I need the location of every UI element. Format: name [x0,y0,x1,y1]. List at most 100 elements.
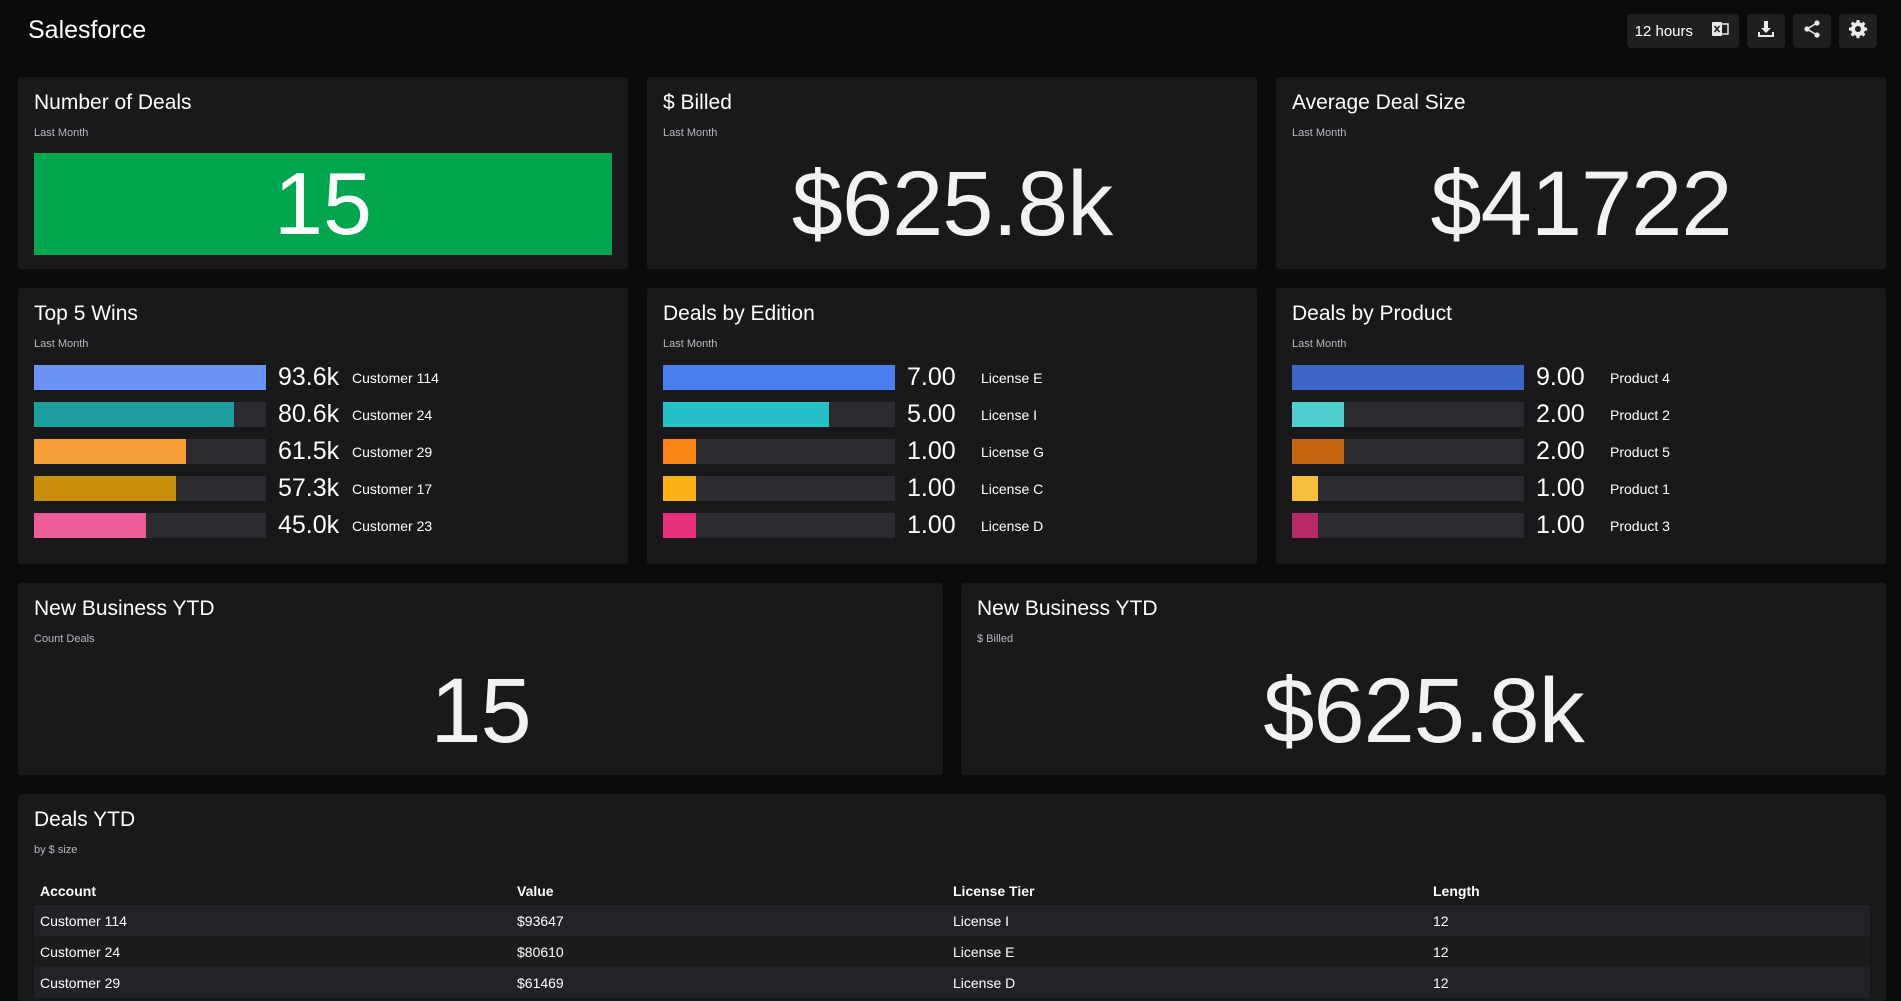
column-header-account[interactable]: Account [40,882,96,899]
panel-title: Deals YTD [34,808,136,831]
bar-track [1292,476,1524,501]
table-row[interactable]: Customer 114 $93647 License I 12 [34,905,1870,936]
bar-label: License G [981,443,1045,460]
panel-subtitle: Last Month [34,127,89,139]
bar-track [34,476,266,501]
cell-length: 12 [1427,967,1870,998]
ytd-count-value: 15 [430,660,531,762]
bar-fill [34,439,187,464]
share-icon [1802,19,1822,43]
panel-title: Top 5 Wins [34,302,138,325]
column-header-length[interactable]: Length [1433,882,1480,899]
panel-title: New Business YTD [34,597,215,620]
bar-label: License C [981,480,1044,497]
bar-list: 9.00 Product 4 2.00 Product 2 2.00 Product 5 1… [1292,363,1870,550]
bar-value: 1.00 [1536,474,1585,502]
bar-track [34,402,266,427]
column-header-value[interactable]: Value [517,882,554,899]
panel-subtitle: Last Month [1292,338,1347,350]
cell-account: Customer 24 [34,936,511,967]
settings-button[interactable] [1839,14,1877,48]
bar-label: Customer 23 [352,517,433,534]
bar-row: 7.00 License E [663,363,1241,391]
deals-by-edition-panel: Deals by Edition Last Month 7.00 License … [647,288,1257,564]
bar-label: Customer 17 [352,480,433,497]
bar-fill [663,439,697,464]
bar-value: 1.00 [907,511,956,539]
bar-value: 45.0k [278,511,340,539]
download-button[interactable] [1747,14,1785,48]
bar-label: License E [981,369,1043,386]
bar-track [34,513,266,538]
table-row[interactable]: Customer 24 $80610 License E 12 [34,936,1870,967]
bar-row: 9.00 Product 4 [1292,363,1870,391]
number-of-deals-panel: Number of Deals Last Month 15 [18,77,628,269]
bar-label: Product 5 [1610,443,1670,460]
bar-fill [34,402,234,427]
bar-row: 45.0k Customer 23 [34,511,612,539]
panel-title: $ Billed [663,91,732,114]
average-deal-value: $41722 [1430,153,1733,255]
bar-row: 5.00 License I [663,400,1241,428]
bar-row: 93.6k Customer 114 [34,363,612,391]
bar-row: 80.6k Customer 24 [34,400,612,428]
bar-row: 1.00 Product 3 [1292,511,1870,539]
cell-length: 12 [1427,936,1870,967]
cell-value: $80610 [511,936,947,967]
deals-count-value: 15 [34,153,612,255]
deals-table: Account Value License Tier Length Custom… [34,876,1870,998]
deals-table-wrap: Account Value License Tier Length Custom… [34,876,1870,998]
bar-row: 2.00 Product 5 [1292,437,1870,465]
excel-export-button[interactable] [1701,14,1739,48]
bar-row: 57.3k Customer 17 [34,474,612,502]
panel-title: Deals by Edition [663,302,815,325]
bar-label: Product 3 [1610,517,1670,534]
bar-label: Product 1 [1610,480,1670,497]
bar-value: 57.3k [278,474,340,502]
panel-title: New Business YTD [977,597,1158,620]
bar-value: 80.6k [278,400,340,428]
bar-fill [34,513,146,538]
column-header-license-tier[interactable]: License Tier [953,882,1035,899]
bar-fill [34,476,176,501]
panel-subtitle: Last Month [1292,127,1347,139]
bar-label: License D [981,517,1044,534]
new-business-ytd-billed-panel: New Business YTD $ Billed $625.8k [961,583,1886,775]
bar-value: 1.00 [907,474,956,502]
bar-track [1292,513,1524,538]
new-business-ytd-count-panel: New Business YTD Count Deals 15 [18,583,943,775]
time-range-button[interactable]: 12 hours [1626,14,1701,48]
bar-label: License I [981,406,1038,423]
billed-panel: $ Billed Last Month $625.8k [647,77,1257,269]
panel-subtitle: Last Month [663,127,718,139]
bar-row: 1.00 Product 1 [1292,474,1870,502]
bar-list: 93.6k Customer 114 80.6k Customer 24 61.5k Cu… [34,363,612,550]
time-range-group: 12 hours [1626,14,1739,48]
bar-track [663,402,895,427]
deals-ytd-panel: Deals YTD by $ size Account Value Licens… [18,794,1886,1001]
bar-track [1292,365,1524,390]
panel-subtitle: $ Billed [977,633,1014,645]
cell-license-tier: License I [947,905,1427,936]
cell-account: Customer 29 [34,967,511,998]
cell-license-tier: License D [947,967,1427,998]
toolbar: 12 hours [1626,14,1877,48]
bar-label: Product 4 [1610,369,1670,386]
bar-fill [1292,365,1524,390]
panel-subtitle: Count Deals [34,633,95,645]
bar-fill [663,476,697,501]
bar-value: 2.00 [1536,437,1585,465]
table-row[interactable]: Customer 29 $61469 License D 12 [34,967,1870,998]
panel-title: Deals by Product [1292,302,1452,325]
share-button[interactable] [1793,14,1831,48]
bar-track [663,365,895,390]
bar-fill [1292,402,1344,427]
bar-row: 2.00 Product 2 [1292,400,1870,428]
panel-subtitle: Last Month [663,338,718,350]
bar-value: 9.00 [1536,363,1585,391]
top-5-wins-panel: Top 5 Wins Last Month 93.6k Customer 114 8… [18,288,628,564]
bar-value: 1.00 [907,437,956,465]
bar-value: 1.00 [1536,511,1585,539]
cell-value: $93647 [511,905,947,936]
bar-label: Product 2 [1610,406,1670,423]
